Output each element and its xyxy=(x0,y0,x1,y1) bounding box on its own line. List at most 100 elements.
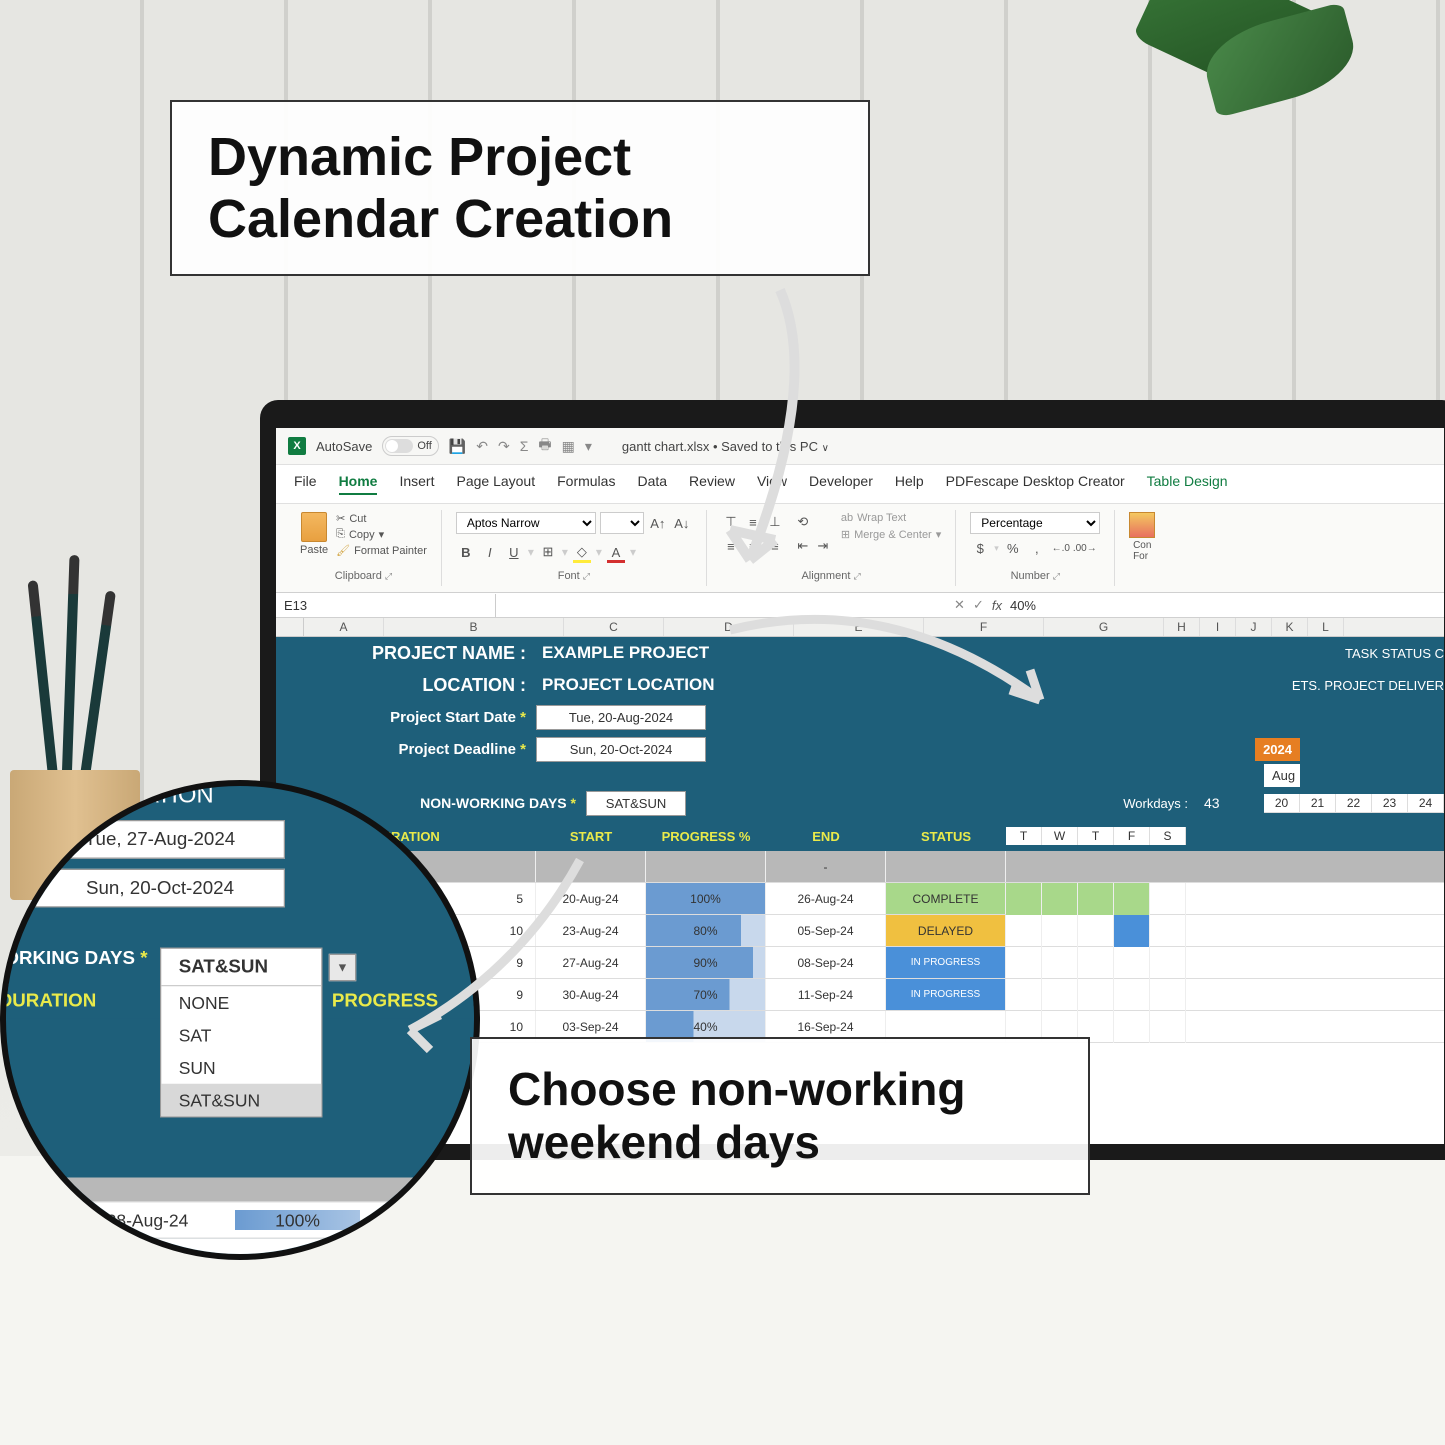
ribbon-clipboard: Paste ✂ Cut ⎘ Copy ▾ 🖌 Format Painter Cl… xyxy=(286,510,442,586)
zoom-nwd-dropdown[interactable]: SAT&SUN ▼ NONE SAT SUN SAT&SUN xyxy=(160,948,323,1118)
align-top-icon[interactable]: ⊤ xyxy=(721,512,741,532)
callout-title: Dynamic Project Calendar Creation xyxy=(170,100,870,276)
workdays-value: 43 xyxy=(1204,795,1264,811)
col-l[interactable]: L xyxy=(1308,618,1344,636)
project-name-value[interactable]: EXAMPLE PROJECT xyxy=(536,643,709,663)
cancel-icon[interactable]: ✕ xyxy=(954,597,965,613)
cut-button[interactable]: ✂ Cut xyxy=(336,512,427,525)
menu-formulas[interactable]: Formulas xyxy=(557,473,615,495)
indent-increase-icon[interactable]: ⇥ xyxy=(813,536,833,556)
zoom-opt-satsun[interactable]: SAT&SUN xyxy=(161,1084,321,1117)
zoom-date1[interactable]: Tue, 27-Aug-2024 xyxy=(35,820,285,859)
col-a[interactable]: A xyxy=(304,618,384,636)
col-b[interactable]: B xyxy=(384,618,564,636)
currency-icon[interactable]: $ xyxy=(970,538,990,558)
font-size-select[interactable]: 11 xyxy=(600,512,644,534)
menu-insert[interactable]: Insert xyxy=(399,473,434,495)
indent-decrease-icon[interactable]: ⇤ xyxy=(793,536,813,556)
progress-header: PROGRESS % xyxy=(646,829,766,844)
menu-developer[interactable]: Developer xyxy=(809,473,873,495)
zoom-opt-none[interactable]: NONE xyxy=(161,986,321,1019)
conditional-formatting-button[interactable]: Con For xyxy=(1129,512,1155,562)
percent-icon[interactable]: % xyxy=(1003,538,1023,558)
menu-file[interactable]: File xyxy=(294,473,317,495)
font-color-button[interactable]: A xyxy=(606,542,626,562)
zoom-date2[interactable]: Sun, 20-Oct-2024 xyxy=(35,869,285,908)
table-icon[interactable]: ▦ xyxy=(562,438,575,455)
col-e[interactable]: E xyxy=(794,618,924,636)
zoom-opt-sun[interactable]: SUN xyxy=(161,1051,321,1084)
plant-decoration xyxy=(1065,0,1365,200)
menu-page-layout[interactable]: Page Layout xyxy=(456,473,535,495)
menu-home[interactable]: Home xyxy=(339,473,378,495)
menu-pdfescape[interactable]: PDFescape Desktop Creator xyxy=(946,473,1125,495)
ribbon: Paste ✂ Cut ⎘ Copy ▾ 🖌 Format Painter Cl… xyxy=(276,504,1444,593)
menu-table-design[interactable]: Table Design xyxy=(1147,473,1228,495)
ribbon-font: Aptos Narrow 11 A↑ A↓ B I U ▾ ⊞▾ ◇▾ A▾ F… xyxy=(442,510,707,586)
zoom-task-1[interactable] xyxy=(0,1178,480,1203)
ribbon-number: Percentage $▾ % , ←.0 .00→ Number ⤢ xyxy=(956,510,1115,586)
fill-color-button[interactable]: ◇ xyxy=(572,542,592,562)
comma-icon[interactable]: , xyxy=(1027,538,1047,558)
bold-button[interactable]: B xyxy=(456,542,476,562)
align-right-icon[interactable]: ≡ xyxy=(765,536,785,556)
wrap-text-button[interactable]: ab Wrap Text xyxy=(841,512,941,524)
formula-value[interactable]: 40% xyxy=(1010,598,1036,613)
deadline-input[interactable]: Sun, 20-Oct-2024 xyxy=(536,737,706,762)
undo-icon[interactable]: ↶ xyxy=(476,438,488,455)
project-name-label: PROJECT NAME : xyxy=(276,643,536,664)
col-k[interactable]: K xyxy=(1272,618,1308,636)
increase-decimal-icon[interactable]: ←.0 xyxy=(1051,538,1071,558)
save-icon[interactable]: 💾 xyxy=(449,438,466,455)
more-icon[interactable]: ▾ xyxy=(585,438,592,455)
redo-icon[interactable]: ↷ xyxy=(498,438,510,455)
col-h[interactable]: H xyxy=(1164,618,1200,636)
dropdown-arrow-icon[interactable]: ▼ xyxy=(329,954,357,982)
autosave-toggle[interactable]: Off xyxy=(382,436,438,456)
italic-button[interactable]: I xyxy=(480,542,500,562)
menu-review[interactable]: Review xyxy=(689,473,735,495)
decrease-decimal-icon[interactable]: .00→ xyxy=(1075,538,1095,558)
align-left-icon[interactable]: ≡ xyxy=(721,536,741,556)
start-date-input[interactable]: Tue, 20-Aug-2024 xyxy=(536,705,706,730)
underline-button[interactable]: U xyxy=(504,542,524,562)
sum-icon[interactable]: Σ xyxy=(520,438,529,454)
borders-button[interactable]: ⊞ xyxy=(538,542,558,562)
increase-font-icon[interactable]: A↑ xyxy=(648,513,668,533)
col-d[interactable]: D xyxy=(664,618,794,636)
paste-button[interactable]: Paste xyxy=(300,512,328,556)
number-format-select[interactable]: Percentage xyxy=(970,512,1100,534)
col-i[interactable]: I xyxy=(1200,618,1236,636)
col-c[interactable]: C xyxy=(564,618,664,636)
deadline-label: Project Deadline * xyxy=(276,741,536,758)
name-box[interactable]: E13 xyxy=(276,594,496,617)
copy-button[interactable]: ⎘ Copy ▾ xyxy=(336,528,427,541)
menu-view[interactable]: View xyxy=(757,473,787,495)
location-value[interactable]: PROJECT LOCATION xyxy=(536,675,715,695)
zoom-circle: OJECT LOCATION Tue, 27-Aug-2024 e *Sun, … xyxy=(0,780,480,1260)
align-center-icon[interactable]: ≡ xyxy=(743,536,763,556)
filename: gantt chart.xlsx • Saved to this PC ∨ xyxy=(622,439,829,454)
nonworking-select[interactable]: SAT&SUN xyxy=(586,791,686,816)
zoom-opt-sat[interactable]: SAT xyxy=(161,1019,321,1052)
col-g[interactable]: G xyxy=(1044,618,1164,636)
col-j[interactable]: J xyxy=(1236,618,1272,636)
decrease-font-icon[interactable]: A↓ xyxy=(672,513,692,533)
orientation-icon[interactable]: ⟲ xyxy=(793,512,813,532)
font-name-select[interactable]: Aptos Narrow xyxy=(456,512,596,534)
fx-icon[interactable]: fx xyxy=(992,598,1002,613)
zoom-task-1[interactable]: 5 28-Aug-24 100% xyxy=(0,1203,480,1239)
menu-data[interactable]: Data xyxy=(637,473,667,495)
menu-help[interactable]: Help xyxy=(895,473,924,495)
format-painter-button[interactable]: 🖌 Format Painter xyxy=(336,544,427,557)
confirm-icon[interactable]: ✓ xyxy=(973,597,984,613)
merge-center-button[interactable]: ⊞ Merge & Center ▾ xyxy=(841,528,941,541)
autosave-label: AutoSave xyxy=(316,439,372,454)
ribbon-styles: Con For xyxy=(1115,510,1169,586)
align-bottom-icon[interactable]: ⊥ xyxy=(765,512,785,532)
align-middle-icon[interactable]: ≡ xyxy=(743,512,763,532)
formula-bar: E13 ✕ ✓ fx 40% xyxy=(276,593,1444,618)
print-icon[interactable]: 🖶 xyxy=(538,434,551,458)
col-f[interactable]: F xyxy=(924,618,1044,636)
start-header: START xyxy=(536,829,646,844)
